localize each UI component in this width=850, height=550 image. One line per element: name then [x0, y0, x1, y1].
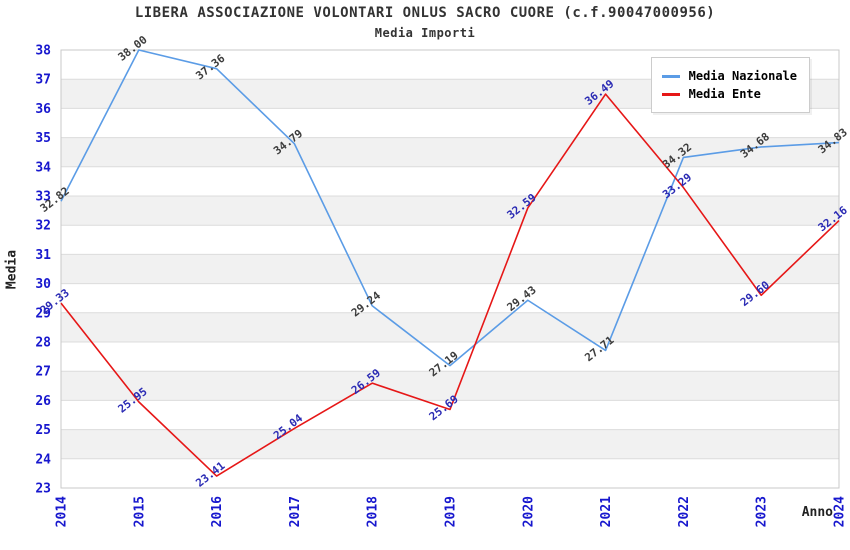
legend: Media Nazionale Media Ente — [650, 57, 810, 113]
y-tick-label: 31 — [35, 248, 51, 263]
x-tick-label: 2022 — [677, 496, 692, 527]
y-tick-label: 30 — [35, 277, 51, 292]
y-tick-label: 23 — [35, 482, 51, 497]
media-ente-line-swatch-icon — [661, 92, 680, 96]
plot-band — [61, 137, 839, 167]
y-tick-label: 26 — [35, 394, 51, 409]
y-tick-label: 34 — [35, 160, 51, 175]
x-tick-label: 2019 — [444, 496, 459, 527]
legend-label-media-nazionale: Media Nazionale — [688, 69, 797, 83]
y-tick-label: 32 — [35, 219, 51, 234]
y-tick-label: 29 — [35, 306, 51, 321]
data-label: 37.36 — [193, 52, 227, 83]
y-tick-label: 38 — [35, 44, 51, 59]
x-axis-title: Anno — [801, 505, 833, 520]
y-tick-label: 36 — [35, 102, 51, 117]
x-tick-label: 2024 — [833, 496, 848, 527]
legend-item-media-nazionale: Media Nazionale — [661, 69, 797, 83]
y-tick-label: 35 — [35, 131, 51, 146]
legend-label-media-ente: Media Ente — [688, 87, 761, 101]
plot-band — [61, 196, 839, 226]
data-label: 23.41 — [193, 459, 227, 490]
plot-band — [61, 371, 839, 401]
y-tick-label: 37 — [35, 73, 51, 88]
chart-subtitle: Media Importi — [374, 26, 476, 40]
legend-item-media-ente: Media Ente — [661, 87, 797, 101]
x-tick-label: 2017 — [288, 496, 303, 527]
x-tick-label: 2023 — [755, 496, 770, 527]
y-axis-title: Media — [4, 249, 20, 290]
x-tick-label: 2014 — [55, 496, 70, 527]
x-tick-label: 2018 — [366, 496, 381, 527]
chart-title: LIBERA ASSOCIAZIONE VOLONTARI ONLUS SACR… — [134, 5, 716, 21]
plot-band — [61, 254, 839, 284]
data-label: 29.43 — [505, 283, 539, 314]
series-line-media-ente — [60, 93, 840, 477]
y-tick-label: 25 — [35, 423, 51, 438]
plot-band — [61, 312, 839, 342]
media-nazionale-line-swatch-icon — [661, 74, 680, 78]
y-tick-label: 24 — [35, 452, 51, 467]
y-tick-label: 33 — [35, 190, 51, 205]
y-tick-label: 28 — [35, 336, 51, 351]
plot-band — [61, 429, 839, 459]
x-tick-label: 2015 — [132, 496, 147, 527]
x-tick-label: 2020 — [521, 496, 536, 527]
plot-border — [60, 49, 840, 489]
x-tick-label: 2021 — [599, 496, 614, 527]
data-label: 38.00 — [116, 33, 150, 64]
x-tick-label: 2016 — [210, 496, 225, 527]
y-tick-label: 27 — [35, 365, 51, 380]
series-line-media-nazionale — [60, 49, 840, 367]
